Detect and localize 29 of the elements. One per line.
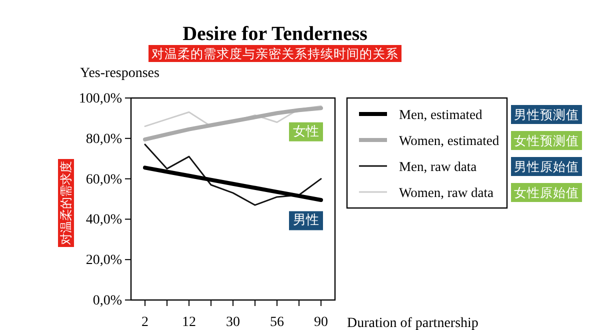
line-series	[144, 144, 322, 206]
x-tick-label: 90	[314, 314, 328, 330]
y-tick-label: 60,0%	[86, 172, 122, 188]
x-tick-label: 30	[226, 314, 240, 330]
y-axis-title: Yes-responses	[80, 66, 160, 81]
annotation: 男性	[293, 213, 319, 228]
x-tick-label: 12	[182, 314, 196, 330]
x-tick-label: 2	[142, 314, 148, 330]
annotation: 女性	[293, 124, 319, 140]
legend-label: Women, raw data	[399, 185, 494, 200]
legend-label: Men, estimated	[399, 107, 482, 122]
chart-subtitle: 对温柔的需求度与亲密关系持续时间的关系	[152, 46, 398, 61]
line-series	[143, 106, 323, 142]
y-tick-label: 40,0%	[86, 212, 122, 228]
text: 对温柔的需求度	[59, 161, 73, 245]
x-axis-title: Duration of partnership	[347, 316, 478, 330]
legend-label: Women, estimated	[399, 133, 500, 148]
y-tick-label: 100,0%	[78, 91, 122, 106]
legend-label: Men, raw data	[399, 159, 477, 174]
text: 男性预测值	[514, 107, 579, 122]
y-tick-label: 80,0%	[86, 132, 122, 147]
y-tick-label: 0,0%	[92, 293, 122, 308]
text: 女性原始值	[514, 185, 579, 200]
text: 女性预测值	[514, 133, 579, 148]
x-tick-label: 56	[270, 314, 284, 330]
text: 男性原始值	[514, 159, 579, 174]
y-tick-label: 20,0%	[86, 253, 122, 268]
line-series	[143, 166, 323, 202]
chart-title: Desire for Tenderness	[182, 23, 368, 45]
